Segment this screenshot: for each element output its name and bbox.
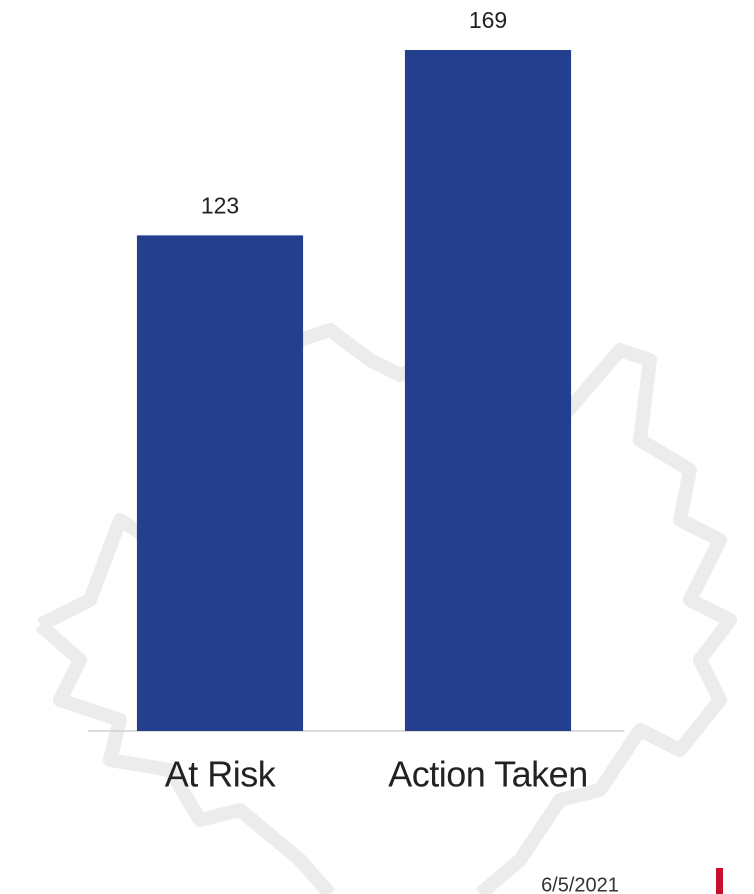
x-tick-label: At Risk — [165, 754, 277, 795]
logo-mark — [716, 868, 723, 894]
footer-date: 6/5/2021 — [541, 874, 619, 894]
value-label: 169 — [469, 7, 507, 33]
value-label: 123 — [201, 192, 239, 218]
bar — [137, 235, 303, 731]
x-tick-label: Action Taken — [388, 754, 587, 795]
chart: 6/5/2021 123 At Risk 169 Action Taken — [0, 0, 754, 894]
bar — [405, 50, 571, 731]
